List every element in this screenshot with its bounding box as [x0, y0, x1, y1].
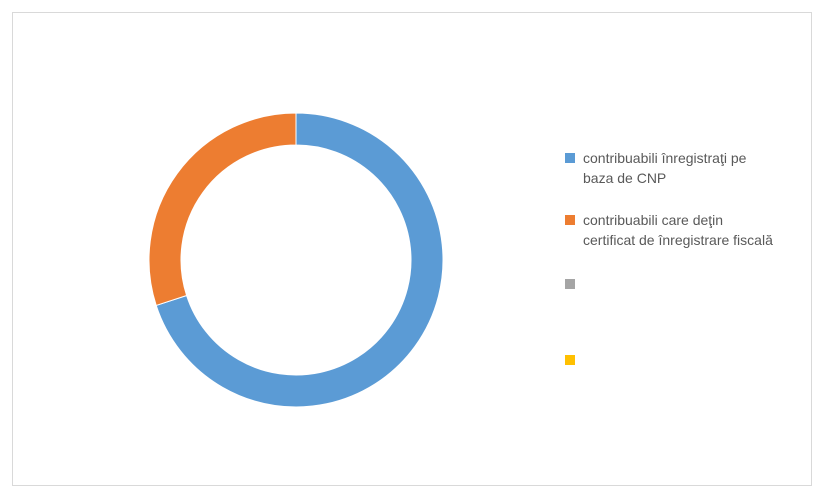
- chart-legend: contribuabili înregistraţi pe baza de CN…: [565, 148, 815, 370]
- legend-item-certificat: contribuabili care deţin certificat de î…: [565, 210, 815, 250]
- legend-item-cnp: contribuabili înregistraţi pe baza de CN…: [565, 148, 815, 188]
- legend-swatch-orange: [565, 215, 575, 225]
- slice-cnp: [155, 112, 444, 408]
- legend-swatch-blue: [565, 153, 575, 163]
- legend-swatch-gray: [565, 279, 575, 289]
- donut-slices: [148, 112, 444, 408]
- legend-label-certificat: contribuabili care deţin certificat de î…: [583, 212, 773, 248]
- legend-item-4: [565, 350, 815, 370]
- legend-item-3: [565, 274, 815, 294]
- legend-swatch-yellow: [565, 355, 575, 365]
- legend-label-cnp: contribuabili înregistraţi pe baza de CN…: [583, 150, 747, 186]
- slice-certificat: [148, 112, 297, 307]
